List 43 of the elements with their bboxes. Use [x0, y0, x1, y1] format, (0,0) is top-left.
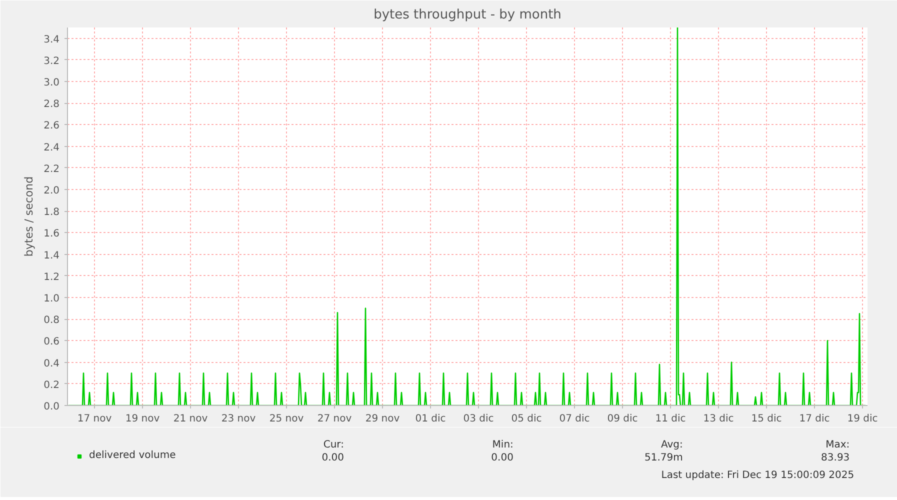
- x-tick-label: 07 dic: [559, 414, 590, 424]
- x-tick-label: 25 nov: [269, 414, 304, 424]
- x-tick-label: 27 nov: [317, 414, 352, 424]
- text: Max: 83.93: [821, 440, 850, 464]
- legend-label: delivered volume: [89, 450, 176, 461]
- y-tick-label: 1.2: [44, 272, 60, 283]
- x-tick-label: 03 dic: [463, 414, 494, 424]
- text: Cur: 0.00: [322, 440, 344, 464]
- text: Avg: 51.79m: [644, 440, 683, 464]
- y-tick-label: 0.6: [44, 336, 60, 348]
- y-tick-label: 2.0: [44, 186, 60, 196]
- y-tick-label: 1.4: [44, 250, 60, 262]
- y-tick-label: 2.2: [44, 164, 60, 175]
- x-tick-label: 11 dic: [655, 414, 686, 424]
- x-tick-label: 13 dic: [703, 414, 734, 424]
- y-tick-label: 2.4: [44, 142, 60, 154]
- x-tick-label: 15 dic: [751, 414, 782, 424]
- y-tick-label: 3.2: [44, 56, 60, 67]
- y-tick-label: 3.4: [44, 34, 60, 46]
- y-tick-label: 1.0: [44, 294, 60, 304]
- y-tick-label: 1.6: [44, 228, 60, 240]
- x-tick-label: 17 dic: [799, 414, 830, 424]
- x-tick-label: 01 dic: [415, 414, 446, 424]
- y-tick-label: 1.8: [44, 207, 60, 218]
- x-tick-label: 17 nov: [77, 414, 112, 424]
- text: Min: 0.00: [491, 440, 514, 464]
- y-tick-label: 0.4: [44, 358, 60, 370]
- y-tick-label: 0.2: [44, 380, 60, 391]
- x-tick-label: 19 nov: [125, 414, 160, 424]
- y-tick-label: 3.0: [44, 78, 60, 88]
- x-tick-label: 23 nov: [221, 414, 256, 424]
- chart-title: bytes throughput - by month: [374, 8, 562, 22]
- x-tick-label: 09 dic: [607, 414, 638, 424]
- y-tick-label: 0.8: [44, 315, 60, 326]
- y-tick-label: 2.8: [44, 99, 60, 110]
- x-tick-label: 05 dic: [511, 414, 542, 424]
- x-tick-label: 19 dic: [847, 414, 878, 424]
- x-tick-label: 21 nov: [173, 414, 208, 424]
- y-tick-label: 2.6: [44, 120, 60, 132]
- x-tick-label: 29 nov: [365, 414, 400, 424]
- text: Last update: Fri Dec 19 15:00:09 2025: [661, 470, 854, 481]
- y-tick-label: 0.0: [44, 402, 60, 412]
- y-axis-title: bytes / second: [22, 176, 36, 257]
